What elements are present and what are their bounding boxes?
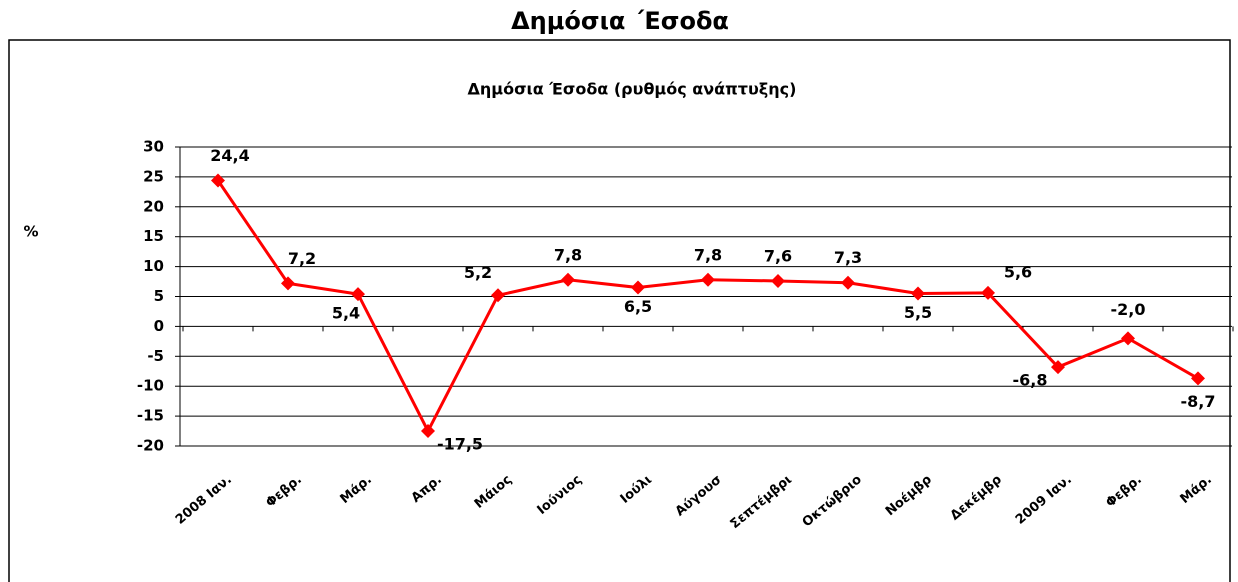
data-label: -6,8 <box>1013 371 1048 390</box>
y-tick-label: -10 <box>137 377 164 395</box>
data-label: 24,4 <box>210 146 249 165</box>
x-tick-label: Δεκέμβρ <box>948 472 1005 523</box>
point <box>421 424 435 439</box>
data-label: 7,8 <box>554 245 582 264</box>
x-tick-label: Μάρ. <box>338 472 375 507</box>
x-tick-label: Ιούλι <box>618 472 655 507</box>
data-label: 5,2 <box>464 263 492 282</box>
data-label: 5,4 <box>332 304 360 323</box>
point <box>351 287 365 302</box>
x-tick-label: Απρ. <box>409 472 445 506</box>
data-label: 7,6 <box>764 246 792 265</box>
y-tick-label: 0 <box>154 317 164 335</box>
chart-frame <box>8 39 1231 582</box>
y-tick-label: 5 <box>154 287 164 305</box>
data-label: 7,3 <box>834 248 862 267</box>
x-tick-label: Αύγουσ <box>673 472 725 519</box>
point <box>1191 371 1205 386</box>
x-tick-label: Νοέμβρ <box>883 472 935 519</box>
x-tick-label: Σεπτέμβρι <box>728 472 795 532</box>
line <box>216 179 1199 435</box>
y-tick-label: 10 <box>143 257 164 275</box>
data-label: 7,8 <box>694 245 722 264</box>
x-tick-label: Ιούνιος <box>534 472 584 518</box>
chart-title: Δημόσια ΄Εσοδα <box>511 7 729 35</box>
point <box>631 280 645 295</box>
x-tick-label: Φεβρ. <box>1103 472 1145 510</box>
x-tick-label: 2009 Ιαν. <box>1013 472 1075 527</box>
data-label: 7,2 <box>288 249 316 268</box>
x-tick-label: Οκτώβριο <box>800 472 865 530</box>
y-tick-label: -5 <box>147 347 164 365</box>
data-label: 5,6 <box>1004 262 1032 281</box>
data-label: 6,5 <box>624 297 652 316</box>
y-axis-label: % <box>23 223 38 241</box>
point <box>211 173 225 188</box>
data-label: 5,5 <box>904 303 932 322</box>
y-tick-label: -20 <box>137 437 164 455</box>
data-label: -2,0 <box>1111 300 1146 319</box>
x-tick-label: Φεβρ. <box>263 472 305 510</box>
point <box>771 273 785 288</box>
y-tick-label: 25 <box>143 167 164 185</box>
point <box>701 272 715 287</box>
point <box>561 272 575 287</box>
y-tick-label: 20 <box>143 197 164 215</box>
x-tick-label: Μάρ. <box>1178 472 1215 507</box>
data-label: -17,5 <box>437 435 483 454</box>
point <box>1051 360 1065 375</box>
chart-subtitle: Δημόσια Έσοδα (ρυθμός ανάπτυξης) <box>468 80 797 99</box>
point <box>981 285 995 300</box>
point <box>841 275 855 290</box>
point <box>1121 331 1135 346</box>
y-tick-label: -15 <box>137 407 164 425</box>
point <box>281 276 295 291</box>
point <box>911 286 925 301</box>
y-tick-label: 15 <box>143 227 164 245</box>
data-label: -8,7 <box>1181 392 1216 411</box>
x-tick-label: 2008 Ιαν. <box>173 472 235 527</box>
x-tick-label: Μάιος <box>472 472 515 512</box>
y-tick-label: 30 <box>143 138 164 156</box>
point <box>491 288 505 303</box>
